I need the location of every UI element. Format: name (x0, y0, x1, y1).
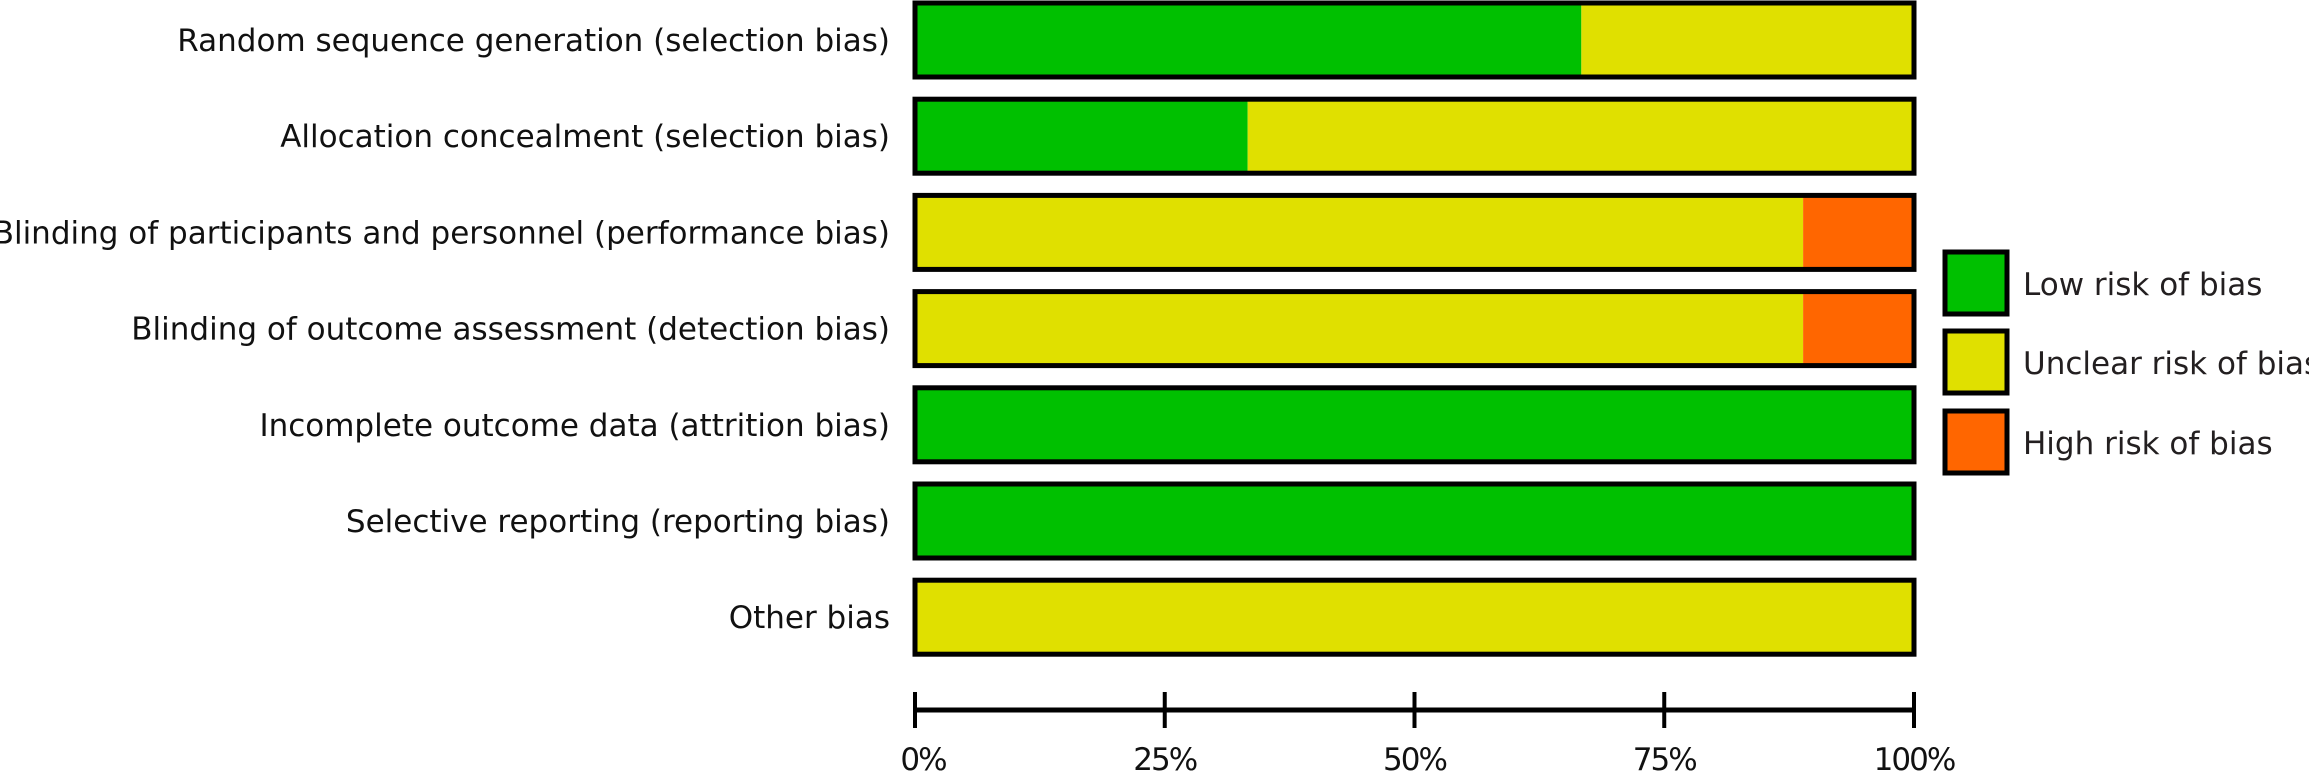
category-label: Incomplete outcome data (attrition bias) (259, 408, 890, 444)
category-label: Blinding of outcome assessment (detectio… (131, 312, 890, 348)
bar-segment-low-risk-of-bias (915, 387, 1914, 462)
bar-outline (912, 385, 1917, 465)
bar-segment-high-risk-of-bias (1803, 195, 1914, 270)
bar-outline (912, 481, 1917, 561)
bar-segment-low-risk-of-bias (915, 99, 1248, 174)
bar-outline (912, 289, 1917, 369)
bar-segment-low-risk-of-bias (915, 3, 1582, 77)
bar-outline (912, 192, 1917, 272)
category-labels: Random sequence generation (selection bi… (0, 23, 890, 636)
tick-label: 0% (900, 742, 946, 778)
legend-swatch (1942, 249, 2010, 317)
bar-outline (912, 96, 1917, 176)
x-axis: 0% 25% 50% 75% 100% (900, 692, 1957, 778)
category-label: Allocation concealment (selection bias) (280, 119, 890, 155)
category-label: Blinding of participants and personnel (… (0, 215, 890, 251)
bar-segment-unclear-risk-of-bias (915, 291, 1804, 366)
bar-segment-unclear-risk-of-bias (915, 195, 1804, 270)
legend-label: High risk of bias (2023, 426, 2273, 462)
legend-swatch (1942, 328, 2010, 396)
category-label: Other bias (729, 600, 890, 636)
bar-segment-unclear-risk-of-bias (1247, 99, 1914, 174)
bar-segment-high-risk-of-bias (1803, 291, 1914, 366)
bar-outline (912, 577, 1917, 657)
bar-outline (912, 0, 1917, 80)
category-label: Random sequence generation (selection bi… (177, 23, 890, 59)
tick-label: 75% (1633, 742, 1696, 778)
category-label: Selective reporting (reporting bias) (346, 504, 890, 540)
legend-label: Unclear risk of bias (2023, 346, 2309, 382)
bar-segment-low-risk-of-bias (915, 484, 1914, 558)
legend: Low risk of bias Unclear risk of bias High… (1942, 249, 2309, 476)
bar-segment-unclear-risk-of-bias (1581, 3, 1914, 77)
tick-label: 100% (1874, 742, 1955, 778)
legend-label: Low risk of bias (2023, 267, 2262, 303)
bar-segment-unclear-risk-of-bias (915, 580, 1914, 655)
tick-label: 50% (1383, 742, 1446, 778)
legend-swatch (1942, 408, 2010, 476)
bars (912, 0, 1917, 657)
tick-label: 25% (1133, 742, 1196, 778)
